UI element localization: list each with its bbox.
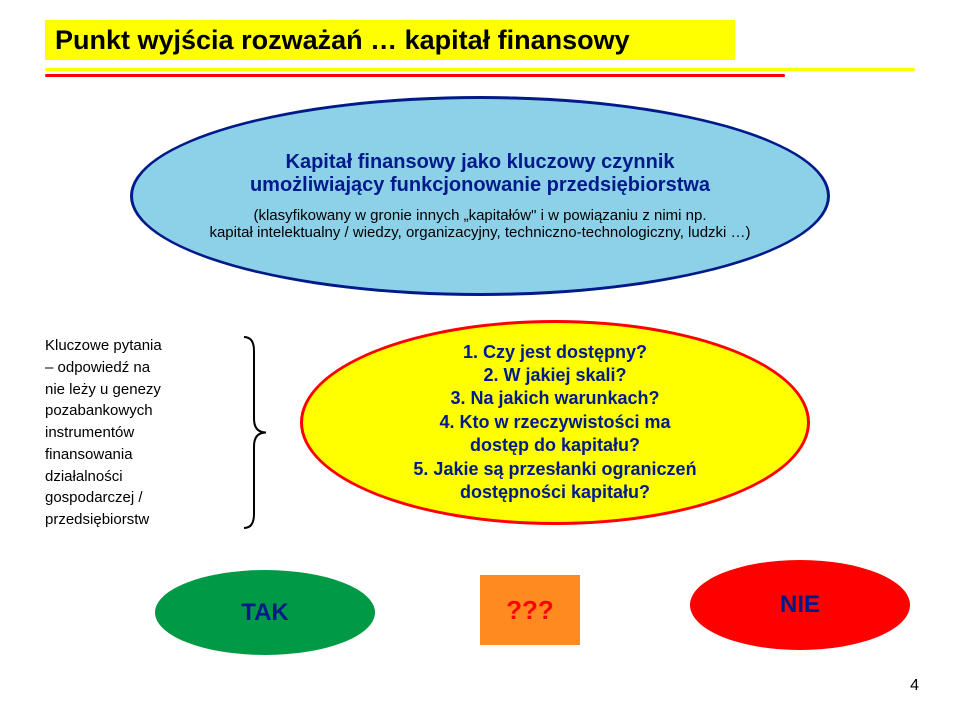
side-l7: działalności [45, 466, 235, 488]
q5b: dostępności kapitału? [413, 481, 696, 504]
q4: 4. Kto w rzeczywistości ma [413, 411, 696, 434]
orange-box: ??? [480, 575, 580, 645]
curly-bracket [240, 335, 270, 530]
top-ellipse: Kapitał finansowy jako kluczowy czynnik … [130, 96, 830, 296]
top-ellipse-line1: Kapitał finansowy jako kluczowy czynnik [209, 151, 750, 174]
tak-label: TAK [241, 599, 289, 627]
q1: 1. Czy jest dostępny? [413, 341, 696, 364]
top-ellipse-line4: kapitał intelektualny / wiedzy, organiza… [209, 224, 750, 241]
q2: 2. W jakiej skali? [413, 364, 696, 387]
side-l3: nie leży u genezy [45, 379, 235, 401]
side-l5: instrumentów [45, 422, 235, 444]
title-text: Punkt wyjścia rozważań … kapitał finanso… [55, 25, 630, 56]
title-underline-red [45, 74, 785, 77]
side-l6: finansowania [45, 444, 235, 466]
page-number: 4 [910, 677, 919, 695]
q3: 3. Na jakich warunkach? [413, 387, 696, 410]
center-ellipse-content: 1. Czy jest dostępny? 2. W jakiej skali?… [383, 341, 726, 505]
tak-ellipse: TAK [155, 570, 375, 655]
top-ellipse-line2: umożliwiający funkcjonowanie przedsiębio… [209, 174, 750, 197]
side-l2: – odpowiedź na [45, 357, 235, 379]
top-ellipse-content: Kapitał finansowy jako kluczowy czynnik … [179, 151, 780, 241]
orange-label: ??? [506, 595, 554, 626]
spacer [209, 197, 750, 207]
q5: 5. Jakie są przesłanki ograniczeń [413, 458, 696, 481]
title-underline [45, 68, 915, 77]
side-l8: gospodarczej / [45, 487, 235, 509]
nie-ellipse: NIE [690, 560, 910, 650]
title-block: Punkt wyjścia rozważań … kapitał finanso… [45, 20, 735, 60]
side-l9: przedsiębiorstw [45, 509, 235, 531]
nie-label: NIE [780, 591, 820, 619]
title-underline-yellow [45, 68, 915, 71]
side-l1: Kluczowe pytania [45, 335, 235, 357]
center-ellipse: 1. Czy jest dostępny? 2. W jakiej skali?… [300, 320, 810, 525]
top-ellipse-line3: (klasyfikowany w gronie innych „kapitałó… [209, 207, 750, 224]
side-l4: pozabankowych [45, 400, 235, 422]
side-text: Kluczowe pytania – odpowiedź na nie leży… [45, 335, 235, 531]
q4b: dostęp do kapitału? [413, 434, 696, 457]
